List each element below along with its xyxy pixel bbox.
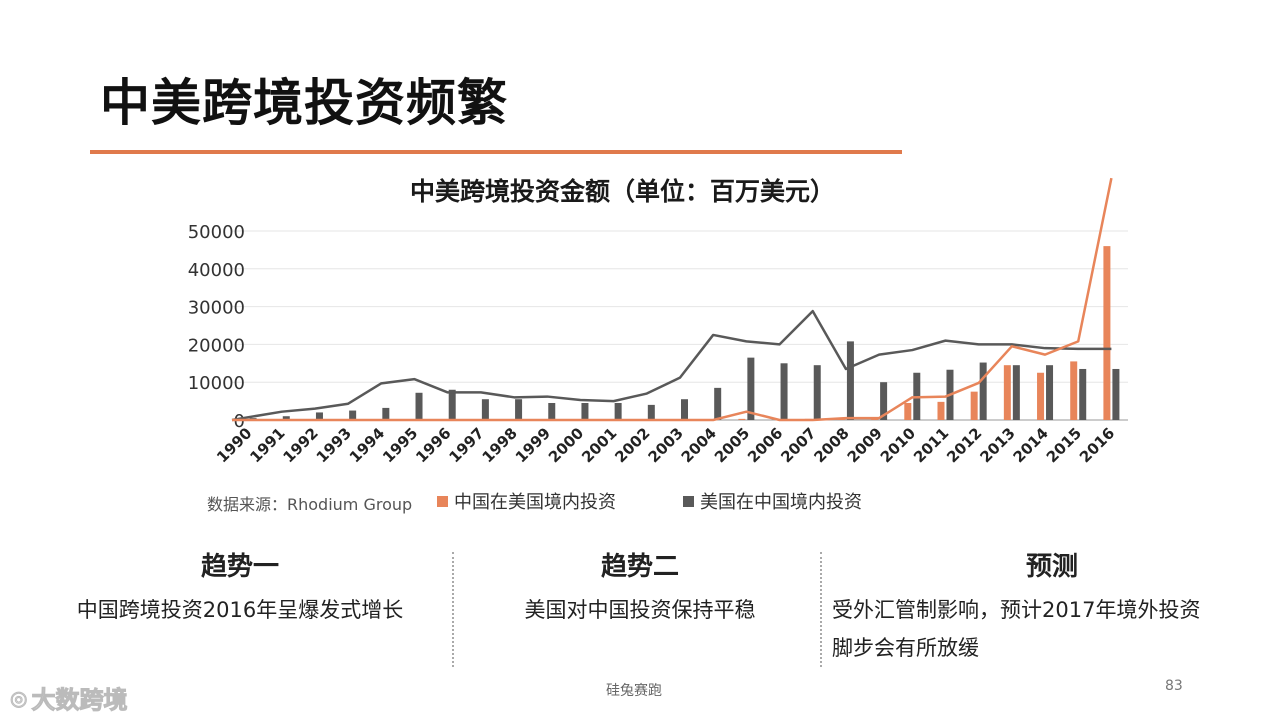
bar-us-in-china xyxy=(681,399,688,420)
x-tick-label: 2012 xyxy=(943,424,985,466)
legend-label: 中国在美国境内投资 xyxy=(454,492,616,513)
legend-swatch-orange xyxy=(437,495,448,507)
y-tick-label: 0 xyxy=(234,411,245,432)
bar-us-in-china xyxy=(548,402,556,420)
x-tick-label: 2001 xyxy=(578,424,620,466)
bar-china-in-us xyxy=(937,401,945,420)
bar-china-in-us xyxy=(738,418,746,420)
forecast-line: 受外汇管制影响，预计2017年境外投资 xyxy=(832,598,1201,623)
watermark-text: 大数跨境 xyxy=(31,686,128,715)
bar-us-in-china xyxy=(515,399,523,420)
trend-one: 趋势一 中国跨境投资2016年呈爆发式增长 xyxy=(40,552,440,629)
watermark-logo-icon: ◎ xyxy=(9,685,28,710)
x-tick-label: 2016 xyxy=(1076,424,1118,466)
trend-heading: 趋势二 xyxy=(600,552,679,582)
bar-us-in-china xyxy=(349,410,357,420)
bar-us-in-china xyxy=(315,412,323,420)
x-tick-label: 2002 xyxy=(611,424,653,466)
slide-title: 中美跨境投资频繁 xyxy=(100,74,508,132)
x-tick-label: 2006 xyxy=(744,424,786,466)
bar-us-in-china xyxy=(714,387,722,420)
x-tick-label: 1993 xyxy=(313,424,355,466)
x-tick-label: 2015 xyxy=(1043,424,1085,466)
trend-heading: 趋势一 xyxy=(200,552,279,582)
forecast-heading: 预测 xyxy=(1025,552,1078,582)
line-china-in-us xyxy=(232,177,1113,422)
x-tick-label: 2005 xyxy=(711,424,753,466)
footer-label: 硅兔赛跑 xyxy=(606,683,662,699)
y-tick-label: 20000 xyxy=(188,335,245,356)
bar-us-in-china xyxy=(415,392,423,420)
x-tick-label: 1991 xyxy=(246,424,288,466)
bar-us-in-china xyxy=(1046,365,1054,420)
watermark: ◎ 大数跨境 xyxy=(9,680,128,715)
bar-china-in-us xyxy=(1003,365,1011,420)
x-tick-label: 2008 xyxy=(811,424,853,466)
trend-text: 美国对中国投资保持平稳 xyxy=(524,598,756,623)
y-tick-label: 30000 xyxy=(188,298,245,319)
chart-title: 中美跨境投资金额（单位：百万美元） xyxy=(410,177,836,206)
x-tick-label: 1994 xyxy=(346,424,388,466)
x-tick-label: 2000 xyxy=(545,424,587,466)
y-tick-label: 10000 xyxy=(188,373,245,394)
x-tick-label: 2007 xyxy=(777,424,819,466)
x-tick-label: 2011 xyxy=(910,424,952,466)
y-tick-label: 40000 xyxy=(188,260,245,281)
bar-us-in-china xyxy=(481,399,489,420)
legend-item-china-in-us: 中国在美国境内投资 xyxy=(437,488,616,514)
bar-us-in-china xyxy=(813,365,821,420)
bar-us-in-china xyxy=(1112,368,1120,420)
bar-us-in-china xyxy=(382,407,390,420)
x-tick-label: 1999 xyxy=(512,424,554,466)
bar-china-in-us xyxy=(970,391,978,420)
title-underline xyxy=(90,150,902,154)
forecast-line: 脚步会有所放缓 xyxy=(832,636,979,661)
column-divider xyxy=(820,552,822,667)
x-tick-label: 2003 xyxy=(645,424,687,466)
x-tick-label: 2010 xyxy=(877,424,919,466)
trend-text: 中国跨境投资2016年呈爆发式增长 xyxy=(76,598,404,623)
forecast: 预测 受外汇管制影响，预计2017年境外投资 脚步会有所放缓 xyxy=(832,552,1272,667)
forecast-text: 受外汇管制影响，预计2017年境外投资 脚步会有所放缓 xyxy=(832,591,1272,667)
x-tick-label: 2014 xyxy=(1010,424,1052,466)
column-divider xyxy=(452,552,454,667)
bar-us-in-china xyxy=(614,402,622,420)
bar-china-in-us xyxy=(1103,246,1111,420)
legend-swatch-gray xyxy=(683,495,694,507)
x-tick-label: 2009 xyxy=(844,424,886,466)
bar-us-in-china xyxy=(282,416,290,420)
x-tick-label: 1998 xyxy=(479,424,521,466)
bar-us-in-china xyxy=(647,404,655,420)
bar-us-in-china xyxy=(448,389,456,420)
legend-label: 美国在中国境内投资 xyxy=(700,492,862,513)
x-tick-label: 2004 xyxy=(678,424,720,466)
bar-china-in-us xyxy=(1070,361,1078,420)
x-tick-label: 2013 xyxy=(976,424,1018,466)
bar-us-in-china xyxy=(880,382,888,420)
data-source: 数据来源：Rhodium Group xyxy=(207,495,413,514)
bar-china-in-us xyxy=(904,402,912,420)
y-tick-label: 50000 xyxy=(188,222,245,243)
x-tick-label: 1997 xyxy=(445,424,487,466)
bar-us-in-china xyxy=(979,362,987,420)
bar-us-in-china xyxy=(747,357,755,420)
trend-two: 趋势二 美国对中国投资保持平稳 xyxy=(460,552,820,629)
bar-us-in-china xyxy=(1012,365,1020,420)
bar-china-in-us xyxy=(1037,372,1045,420)
bar-us-in-china xyxy=(780,363,788,420)
bar-us-in-china xyxy=(581,402,589,420)
page-number: 83 xyxy=(1165,678,1183,694)
legend-item-us-in-china: 美国在中国境内投资 xyxy=(683,488,862,514)
bar-us-in-china xyxy=(846,341,854,420)
line-us-in-china xyxy=(231,309,1112,422)
bar-us-in-china xyxy=(1079,368,1087,420)
x-tick-label: 1996 xyxy=(412,424,454,466)
x-tick-label: 1995 xyxy=(379,424,421,466)
x-tick-label: 1992 xyxy=(280,424,322,466)
